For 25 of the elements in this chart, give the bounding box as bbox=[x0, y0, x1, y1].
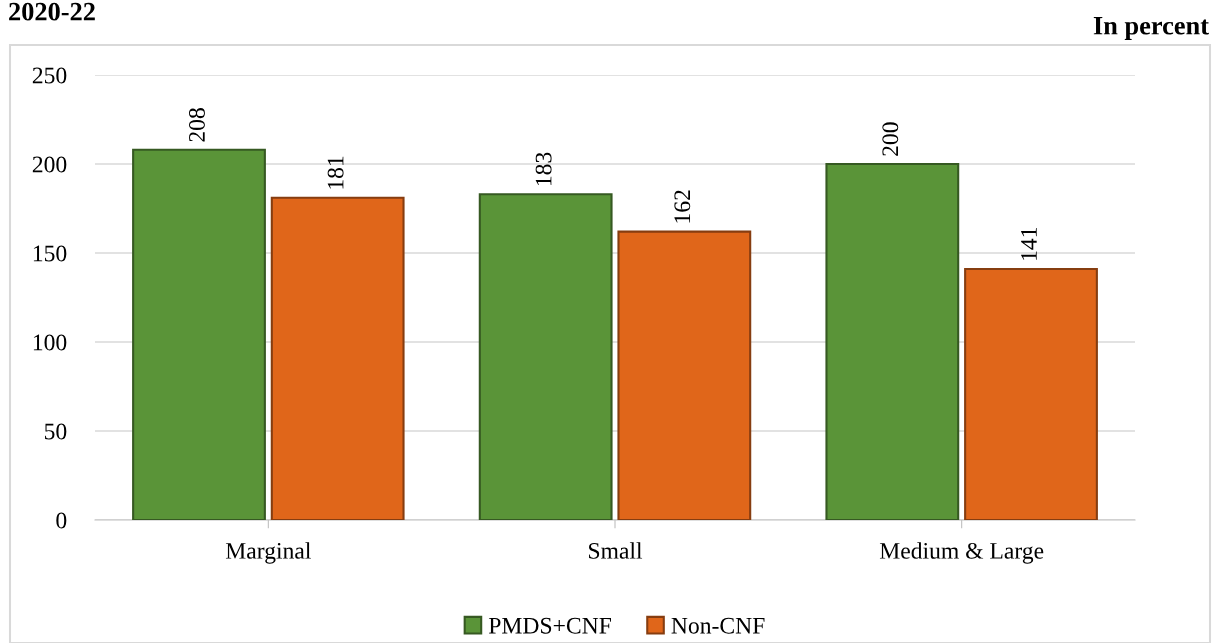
y-tick-label: 150 bbox=[33, 245, 67, 262]
y-tick-label: 0 bbox=[56, 512, 67, 529]
x-tick-label: Marginal bbox=[225, 542, 311, 564]
y-tick-label: 200 bbox=[32, 156, 67, 173]
data-label: 162 bbox=[674, 190, 691, 223]
data-label: 200 bbox=[882, 122, 899, 156]
text: 2020-22 bbox=[9, 2, 95, 21]
y-tick-label: 250 bbox=[32, 67, 67, 84]
bar bbox=[617, 230, 752, 520]
x-tick-label: Medium & Large bbox=[879, 542, 1044, 564]
bar bbox=[478, 193, 613, 520]
legend-label: Non-CNF bbox=[671, 617, 765, 634]
data-label: 208 bbox=[188, 108, 205, 142]
data-label: 141 bbox=[1021, 227, 1037, 260]
data-label: 181 bbox=[327, 156, 344, 189]
bar bbox=[132, 148, 266, 520]
bar bbox=[270, 196, 405, 520]
data-label: 183 bbox=[535, 152, 552, 186]
y-tick-label: 100 bbox=[33, 334, 67, 351]
bar bbox=[964, 267, 1098, 520]
legend-label: PMDS+CNF bbox=[488, 617, 611, 634]
x-tick-label: Small bbox=[589, 542, 643, 559]
y-tick-label: 50 bbox=[44, 423, 67, 440]
chart-subtitle: In percent bbox=[1093, 17, 1209, 40]
bar bbox=[825, 162, 960, 520]
